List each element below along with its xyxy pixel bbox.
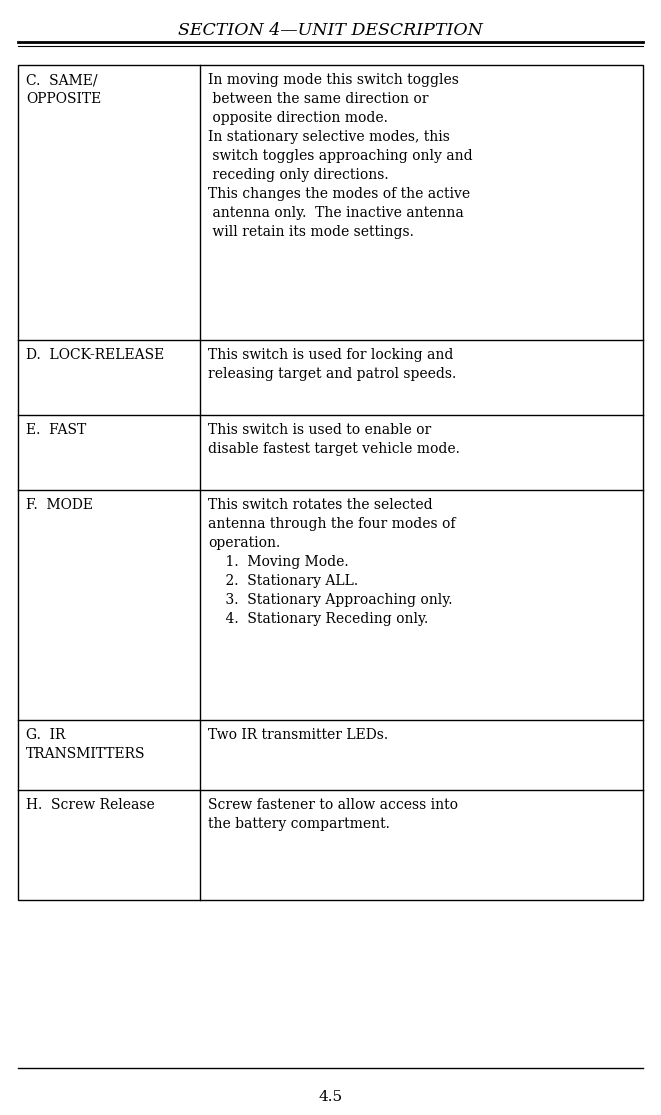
Text: Screw fastener to allow access into
the battery compartment.: Screw fastener to allow access into the …: [208, 798, 458, 831]
Text: SECTION 4—UNIT DESCRIPTION: SECTION 4—UNIT DESCRIPTION: [178, 22, 483, 39]
Text: In moving mode this switch toggles
 between the same direction or
 opposite dire: In moving mode this switch toggles betwe…: [208, 72, 473, 239]
Text: This switch is used to enable or
disable fastest target vehicle mode.: This switch is used to enable or disable…: [208, 423, 460, 456]
Text: D.  LOCK-RELEASE: D. LOCK-RELEASE: [26, 348, 164, 362]
Bar: [18, 65, 643, 900]
Text: E.  FAST: E. FAST: [26, 423, 86, 437]
Text: H.  Screw Release: H. Screw Release: [26, 798, 155, 812]
Text: F.  MODE: F. MODE: [26, 498, 93, 512]
Text: This switch is used for locking and
releasing target and patrol speeds.: This switch is used for locking and rele…: [208, 348, 456, 381]
Text: G.  IR
TRANSMITTERS: G. IR TRANSMITTERS: [26, 728, 145, 760]
Text: C.  SAME/
OPPOSITE: C. SAME/ OPPOSITE: [26, 72, 101, 106]
Text: 4.5: 4.5: [319, 1090, 342, 1104]
Text: Two IR transmitter LEDs.: Two IR transmitter LEDs.: [208, 728, 388, 741]
Text: This switch rotates the selected
antenna through the four modes of
operation.
  : This switch rotates the selected antenna…: [208, 498, 455, 626]
